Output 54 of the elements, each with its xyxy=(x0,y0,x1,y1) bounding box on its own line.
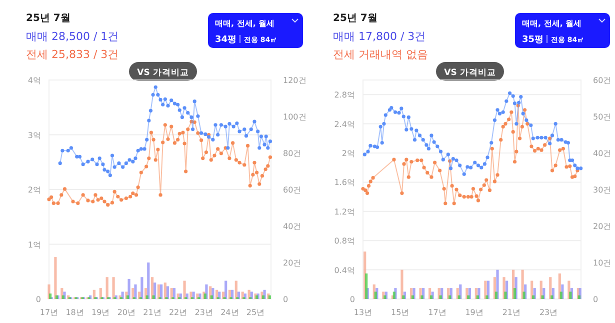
text: 매매, 전세, 월세 xyxy=(522,19,582,28)
y2-tick-label: 20건 xyxy=(593,222,612,231)
text: 전세 25,833 / 3건 xyxy=(26,48,119,61)
x-tick-label: 15년 xyxy=(391,308,410,317)
y2-tick-label: 100건 xyxy=(283,112,306,122)
y-tick-label: 3억 xyxy=(28,130,41,140)
x-tick-label: 17년 xyxy=(40,308,58,317)
y-tick-label: 0 xyxy=(350,295,355,304)
x-tick-label: 18년 xyxy=(66,308,84,317)
y2-tick-label: 20건 xyxy=(283,258,302,268)
y2-tick-label: 80건 xyxy=(283,149,302,158)
y2-tick-label: 0 xyxy=(283,295,288,304)
y-tick-label: 1.6억 xyxy=(334,178,355,188)
text: VS 가격비교 xyxy=(137,68,189,78)
y-tick-label: 0 xyxy=(36,295,41,304)
text: 35평 xyxy=(522,35,544,45)
y2-tick-label: 60건 xyxy=(283,186,302,194)
y2-tick-label: 50건 xyxy=(593,112,612,122)
y-tick-label: 0.4억 xyxy=(334,266,355,275)
x-tick-label: 21년 xyxy=(143,308,162,317)
text: 매매, 전세, 월세 xyxy=(215,19,275,28)
y2-tick-label: 40건 xyxy=(593,149,612,158)
y2-tick-label: 10건 xyxy=(593,258,612,268)
text: 전세 거래내역 없음 xyxy=(333,48,428,61)
y2-tick-label: 30건 xyxy=(593,186,612,194)
text: 매매 28,500 / 1건 xyxy=(26,30,119,43)
y-tick-label: 2억 xyxy=(342,149,355,158)
y2-tick-label: 0 xyxy=(593,295,598,304)
x-tick-label: 23년 xyxy=(194,308,213,317)
x-tick-label: 23년 xyxy=(539,308,558,317)
y-tick-label: 2억 xyxy=(28,186,41,194)
x-tick-label: 19년 xyxy=(92,308,110,317)
y-tick-label: 2.8억 xyxy=(334,90,355,100)
x-tick-label: 21년 xyxy=(502,308,521,317)
x-tick-label: 13년 xyxy=(354,308,372,317)
y-tick-label: 2.4억 xyxy=(334,120,355,129)
x-tick-label: 22년 xyxy=(168,308,188,317)
text: 매매 17,800 / 3건 xyxy=(333,30,426,43)
y2-tick-label: 120건 xyxy=(283,76,306,85)
y-tick-label: 1.2억 xyxy=(334,207,355,216)
chart-title: 25년 7월 xyxy=(26,13,70,24)
x-tick-label: 24년 xyxy=(220,308,239,317)
y-tick-label: 4억 xyxy=(28,76,41,85)
text: 34평 xyxy=(215,35,237,45)
text: VS 가격비교 xyxy=(444,68,496,78)
x-tick-label: 25년 xyxy=(246,308,265,317)
x-tick-label: 19년 xyxy=(465,308,484,317)
y2-tick-label: 60건 xyxy=(593,76,612,85)
x-tick-label: 20년 xyxy=(117,308,136,317)
y2-tick-label: 40건 xyxy=(283,222,302,231)
x-tick-label: 17년 xyxy=(428,308,446,317)
chart-title: 25년 7월 xyxy=(333,13,378,24)
y-tick-label: 0.8억 xyxy=(334,236,355,246)
y-tick-label: 1억 xyxy=(28,240,41,250)
